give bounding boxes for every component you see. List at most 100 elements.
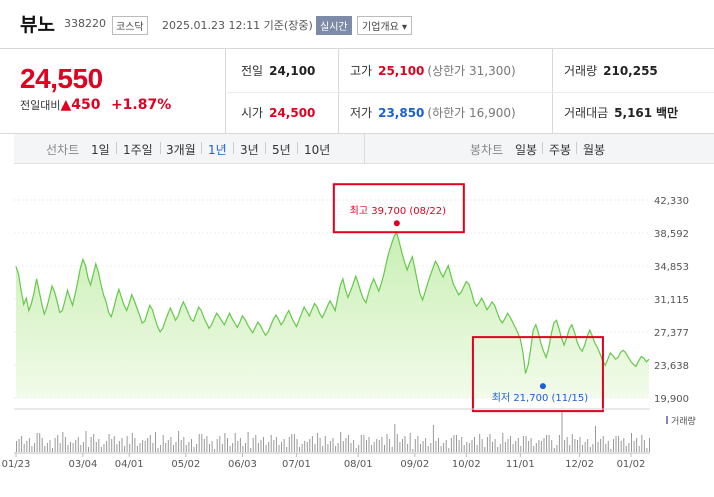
y-tick-label: 19,900: [654, 394, 689, 405]
open-value: 24,500: [269, 106, 316, 120]
volume-bar: [628, 443, 630, 452]
volume-bar: [152, 443, 154, 452]
volume-value: 210,255: [603, 64, 658, 78]
company-overview-button[interactable]: 기업개요 ▾: [357, 16, 412, 35]
x-tick-label: 04/01: [115, 459, 144, 470]
volume-bar: [134, 438, 136, 452]
volume-bar: [142, 440, 144, 452]
realtime-badge[interactable]: 실시간: [316, 16, 352, 35]
volume-bar: [62, 432, 64, 452]
volume-bar: [409, 433, 411, 452]
volume-bar: [540, 441, 542, 452]
volume-bar: [623, 438, 625, 452]
volume-bar: [211, 441, 213, 452]
volume-bar: [232, 443, 234, 452]
volume-bar: [546, 435, 548, 452]
candle-monthly[interactable]: 월봉: [583, 143, 606, 157]
y-tick-label: 31,115: [654, 295, 689, 306]
volume-bar: [461, 437, 463, 452]
volume-bar: [309, 439, 311, 452]
amount-value: 5,161: [614, 106, 653, 120]
separator: [542, 142, 543, 154]
candle-weekly[interactable]: 주봉: [549, 143, 572, 157]
x-tick-label: 01/02: [617, 459, 646, 470]
open-label: 시가: [241, 106, 264, 120]
open-price: 시가 24,500: [241, 104, 315, 121]
low-value: 23,850: [378, 106, 425, 120]
period-3m[interactable]: 3개월: [166, 143, 196, 157]
period-3y[interactable]: 3년: [240, 143, 259, 157]
volume-bar: [93, 434, 95, 452]
volume-bar: [36, 433, 38, 452]
price-chart[interactable]: 42,330 38,592 34,853 31,115 27,377 23,638 19,9…: [0, 180, 714, 497]
volume-bar: [389, 439, 391, 452]
volume-bar: [188, 442, 190, 452]
volume-bar: [366, 440, 367, 452]
y-tick-label: 42,330: [654, 196, 689, 207]
period-1d[interactable]: 1일: [91, 143, 110, 157]
volume-bar: [486, 437, 488, 452]
y-tick-label: 38,592: [654, 229, 689, 240]
volume-bar: [54, 438, 56, 452]
volume-bar: [340, 432, 342, 452]
volume-bar: [286, 447, 288, 452]
volume-bar: [386, 434, 388, 452]
volume-bar: [402, 439, 403, 452]
volume-bar: [270, 435, 272, 452]
volume-bar: [584, 442, 586, 452]
volume-bar: [193, 447, 195, 452]
volume-bar: [147, 438, 149, 452]
volume-bar: [175, 442, 177, 452]
volume-bar: [371, 445, 373, 452]
volume-bar: [170, 437, 172, 452]
volume-bar: [255, 435, 257, 452]
volume-bar: [597, 442, 599, 452]
volume-bar: [618, 436, 620, 452]
high-annotation-label: 최고 39,700 (08/22): [350, 205, 446, 217]
volume-bar: [149, 435, 151, 452]
volume-bar: [52, 448, 53, 452]
volume-bar: [620, 441, 622, 452]
volume-bar: [443, 443, 445, 452]
candle-daily[interactable]: 일봉: [515, 143, 538, 157]
volume-bar: [438, 438, 439, 452]
volume-bar: [34, 443, 35, 452]
volume-bar: [314, 444, 316, 452]
volume-bar: [515, 441, 517, 452]
period-5y[interactable]: 5년: [272, 143, 291, 157]
volume-bar: [530, 438, 532, 452]
volume-bar: [221, 444, 223, 452]
volume-bar: [126, 436, 128, 452]
volume-bar: [173, 445, 174, 452]
volume-bar: [311, 436, 313, 452]
volume-label: 거래량: [564, 64, 598, 78]
period-1y[interactable]: 1년: [208, 143, 227, 157]
volume-bar: [185, 445, 187, 452]
separator: [265, 142, 266, 154]
volume-bar: [113, 436, 115, 452]
volume-bar: [301, 444, 303, 452]
volume-bar: [296, 439, 298, 452]
volume-bar: [430, 443, 432, 452]
trade-amount: 거래대금 5,161 백만: [564, 104, 678, 121]
high-highlight-box: [332, 183, 465, 234]
volume-bar: [90, 437, 92, 452]
volume-bar: [422, 441, 424, 452]
volume-bar: [345, 438, 347, 452]
low-price: 저가 23,850 (하한가 16,900): [350, 104, 516, 121]
volume-bar: [525, 436, 527, 452]
volume-bar: [224, 433, 226, 452]
period-1w[interactable]: 1주일: [123, 143, 153, 157]
period-10y[interactable]: 10년: [304, 143, 331, 157]
y-tick-label: 23,638: [654, 361, 689, 372]
x-tick-label: 11/01: [506, 459, 535, 470]
amount-unit: 백만: [655, 106, 679, 120]
volume-bar: [275, 437, 277, 452]
volume-bar: [103, 444, 105, 452]
volume-bar: [507, 439, 509, 452]
volume-bar: [435, 441, 437, 452]
volume-bar: [196, 444, 198, 452]
volume-bar: [347, 435, 349, 452]
toolbar-divider: [364, 134, 365, 164]
volume-bar: [613, 439, 614, 452]
